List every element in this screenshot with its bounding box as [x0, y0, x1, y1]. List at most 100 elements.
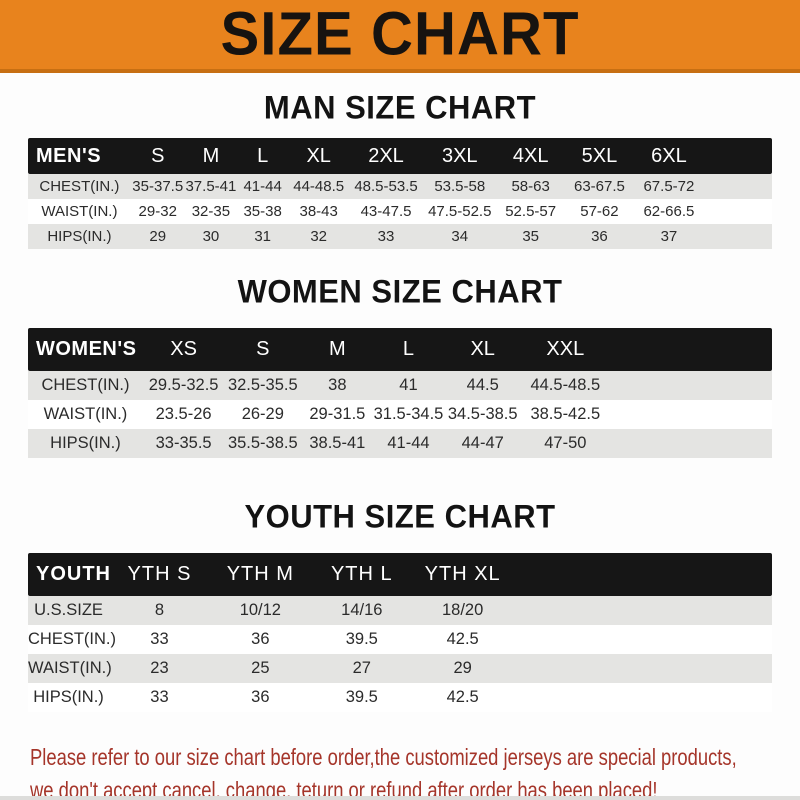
table-row: CHEST(IN.) 33 36 39.5 42.5 — [28, 625, 772, 654]
women-size-table: WOMEN'S XS S M L XL XXL CHEST(IN.) 29.5-32.5 32.… — [28, 328, 772, 458]
value-cell: 33 — [377, 228, 395, 245]
column-header: YTH S — [127, 563, 192, 585]
value-cell: 41-44 — [387, 434, 430, 452]
table-header-label: YOUTH — [36, 563, 111, 585]
row-label: HIPS(IN.) — [47, 228, 112, 245]
value-cell: 48.5-53.5 — [354, 178, 418, 195]
disclaimer-text: Please refer to our size chart before or… — [30, 741, 770, 800]
row-label: HIPS(IN.) — [50, 434, 121, 452]
column-header: 3XL — [441, 144, 478, 167]
row-label: CHEST(IN.) — [41, 376, 130, 394]
banner-title: SIZE CHART — [220, 0, 580, 69]
value-cell: 10/12 — [239, 601, 281, 619]
value-cell: 36 — [251, 630, 270, 648]
table-row: WAIST(IN.) 23 25 27 29 — [28, 654, 772, 683]
value-cell: 58-63 — [511, 178, 550, 195]
table-body: U.S.SIZE 8 10/12 14/16 18/20 CHEST(IN.) 33 36 39… — [28, 596, 772, 712]
value-cell: 38.5-42.5 — [530, 405, 601, 423]
value-cell: 67.5-72 — [643, 178, 695, 195]
table-header-row: YOUTH YTH S YTH M YTH L YTH XL — [28, 553, 772, 596]
column-header: XS — [170, 338, 197, 360]
section-title-men: MAN SIZE CHART — [263, 89, 537, 126]
value-cell: 8 — [154, 601, 165, 619]
men-size-chart-section: MAN SIZE CHART MEN'S S M L XL 2XL 3XL 4XL 5XL 6XL… — [0, 89, 800, 249]
column-header: XL — [306, 144, 331, 167]
value-cell: 30 — [202, 228, 220, 245]
value-cell: 26-29 — [241, 405, 284, 423]
table-row: HIPS(IN.) 29 30 31 32 33 34 35 36 37 — [28, 224, 772, 249]
table-header-row: MEN'S S M L XL 2XL 3XL 4XL 5XL 6XL — [28, 138, 772, 174]
disclaimer-line-1: Please refer to our size chart before or… — [30, 744, 737, 770]
value-cell: 35 — [522, 228, 539, 245]
value-cell: 44.5 — [466, 376, 499, 394]
column-header: L — [257, 144, 269, 167]
table-header-label: MEN'S — [36, 144, 102, 167]
value-cell: 32 — [310, 228, 328, 245]
column-header: S — [256, 338, 270, 360]
size-chart-banner: SIZE CHART — [0, 0, 800, 73]
value-cell: 44-48.5 — [293, 178, 345, 195]
bottom-edge-strip — [0, 796, 800, 800]
value-cell: 23 — [150, 659, 169, 677]
value-cell: 29-32 — [138, 203, 177, 220]
row-label: WAIST(IN.) — [41, 203, 118, 220]
value-cell: 29.5-32.5 — [148, 376, 219, 394]
row-label: U.S.SIZE — [34, 601, 103, 619]
value-cell: 35-38 — [243, 203, 282, 220]
value-cell: 41 — [399, 376, 418, 394]
value-cell: 32-35 — [191, 203, 231, 220]
value-cell: 33-35.5 — [155, 434, 212, 452]
table-header-row: WOMEN'S XS S M L XL XXL — [28, 328, 772, 371]
column-header: 5XL — [581, 144, 618, 167]
row-label: HIPS(IN.) — [33, 688, 104, 706]
value-cell: 53.5-58 — [434, 178, 486, 195]
value-cell: 47-50 — [544, 434, 587, 452]
column-header: M — [202, 144, 220, 167]
value-cell: 29-31.5 — [309, 405, 366, 423]
column-header: 6XL — [651, 144, 687, 167]
value-cell: 38.5-41 — [309, 434, 366, 452]
column-header: YTH M — [226, 563, 294, 585]
value-cell: 62-66.5 — [643, 203, 695, 220]
value-cell: 41-44 — [243, 178, 282, 195]
value-cell: 36 — [591, 228, 608, 245]
value-cell: 38 — [328, 376, 347, 394]
column-header: S — [151, 144, 165, 167]
section-title-youth: YOUTH SIZE CHART — [244, 498, 556, 535]
table-body: CHEST(IN.) 35-37.5 37.5-41 41-44 44-48.5 48.5… — [28, 174, 772, 249]
row-label: CHEST(IN.) — [39, 178, 120, 195]
value-cell: 33 — [150, 630, 169, 648]
table-body: CHEST(IN.) 29.5-32.5 32.5-35.5 38 41 44.5 44.5… — [28, 371, 772, 458]
value-cell: 27 — [352, 659, 371, 677]
value-cell: 34 — [451, 228, 469, 245]
value-cell: 37.5-41 — [185, 178, 237, 195]
men-size-table: MEN'S S M L XL 2XL 3XL 4XL 5XL 6XL CHEST(IN.) 35-3… — [28, 138, 772, 249]
value-cell: 43-47.5 — [360, 203, 412, 220]
table-row: WAIST(IN.) 23.5-26 26-29 29-31.5 31.5-34.5 34… — [28, 400, 772, 429]
row-label: WAIST(IN.) — [28, 659, 112, 677]
column-header: 4XL — [512, 144, 549, 167]
value-cell: 42.5 — [446, 688, 479, 706]
table-row: U.S.SIZE 8 10/12 14/16 18/20 — [28, 596, 772, 625]
column-header: XXL — [546, 338, 585, 360]
value-cell: 25 — [251, 659, 270, 677]
value-cell: 31.5-34.5 — [373, 405, 444, 423]
value-cell: 29 — [453, 659, 472, 677]
value-cell: 35-37.5 — [132, 178, 184, 195]
value-cell: 32.5-35.5 — [227, 376, 298, 394]
value-cell: 57-62 — [580, 203, 619, 220]
table-row: CHEST(IN.) 29.5-32.5 32.5-35.5 38 41 44.5 44.5… — [28, 371, 772, 400]
section-title-women: WOMEN SIZE CHART — [237, 273, 563, 310]
value-cell: 44.5-48.5 — [530, 376, 601, 394]
value-cell: 47.5-52.5 — [428, 203, 492, 220]
value-cell: 14/16 — [341, 601, 383, 619]
column-header: XL — [470, 338, 495, 360]
value-cell: 44-47 — [461, 434, 504, 452]
youth-size-chart-section: YOUTH SIZE CHART YOUTH YTH S YTH M YTH L YTH… — [0, 498, 800, 712]
value-cell: 23.5-26 — [155, 405, 212, 423]
value-cell: 33 — [150, 688, 169, 706]
column-header: 2XL — [368, 144, 404, 167]
table-row: HIPS(IN.) 33 36 39.5 42.5 — [28, 683, 772, 712]
youth-size-table: YOUTH YTH S YTH M YTH L YTH XL U.S.SIZE 8 10/1… — [28, 553, 772, 712]
